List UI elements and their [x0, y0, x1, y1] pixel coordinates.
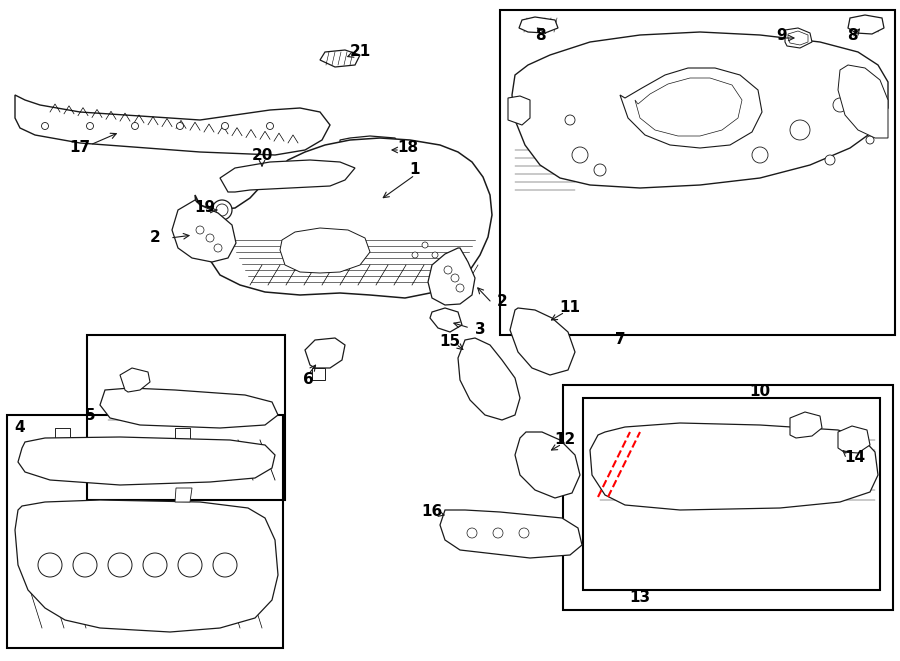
Circle shape [493, 528, 503, 538]
Circle shape [790, 120, 810, 140]
Circle shape [412, 252, 418, 258]
Polygon shape [100, 388, 278, 428]
Text: 8: 8 [535, 28, 545, 42]
Text: 16: 16 [421, 504, 443, 520]
Polygon shape [790, 412, 822, 438]
Polygon shape [280, 228, 370, 273]
Circle shape [565, 115, 575, 125]
Text: 5: 5 [85, 407, 95, 422]
Polygon shape [635, 78, 742, 136]
Polygon shape [590, 423, 878, 510]
Polygon shape [430, 308, 462, 332]
Polygon shape [440, 510, 582, 558]
Circle shape [86, 122, 94, 130]
Circle shape [73, 553, 97, 577]
Circle shape [196, 226, 204, 234]
Circle shape [833, 98, 847, 112]
Circle shape [257, 167, 273, 183]
Circle shape [266, 122, 274, 130]
Polygon shape [305, 338, 345, 368]
Circle shape [456, 284, 464, 292]
Circle shape [216, 204, 228, 216]
Polygon shape [18, 437, 275, 485]
Circle shape [467, 528, 477, 538]
Circle shape [143, 553, 167, 577]
Circle shape [572, 147, 588, 163]
Circle shape [108, 553, 132, 577]
Polygon shape [172, 200, 236, 262]
Polygon shape [175, 488, 192, 502]
Polygon shape [515, 432, 580, 498]
Polygon shape [312, 368, 325, 380]
Polygon shape [195, 138, 492, 298]
Circle shape [432, 252, 438, 258]
Text: 6: 6 [302, 373, 313, 387]
Polygon shape [620, 68, 762, 148]
Polygon shape [345, 140, 392, 158]
Polygon shape [15, 500, 278, 632]
Polygon shape [838, 426, 870, 453]
Bar [583, 398, 880, 590]
Circle shape [221, 122, 229, 130]
Circle shape [451, 274, 459, 282]
Polygon shape [220, 160, 355, 192]
Polygon shape [320, 50, 360, 67]
Text: 12: 12 [554, 432, 576, 447]
Bar [7, 415, 283, 648]
Text: 7: 7 [615, 332, 626, 348]
Polygon shape [510, 308, 575, 375]
Polygon shape [838, 65, 888, 138]
Circle shape [38, 553, 62, 577]
Circle shape [866, 136, 874, 144]
Text: 15: 15 [439, 334, 461, 350]
Polygon shape [788, 31, 808, 45]
Circle shape [178, 553, 202, 577]
Polygon shape [120, 368, 150, 392]
Circle shape [825, 155, 835, 165]
Circle shape [206, 234, 214, 242]
Circle shape [176, 122, 184, 130]
Text: 17: 17 [69, 141, 91, 155]
Text: 20: 20 [251, 147, 273, 163]
Polygon shape [512, 32, 888, 188]
Circle shape [213, 553, 237, 577]
Circle shape [444, 266, 452, 274]
Text: 8: 8 [847, 28, 858, 42]
Circle shape [41, 122, 49, 130]
Polygon shape [508, 96, 530, 125]
Text: 21: 21 [349, 44, 371, 59]
Circle shape [260, 170, 270, 180]
Polygon shape [15, 95, 330, 155]
Circle shape [214, 244, 222, 252]
Text: 1: 1 [410, 163, 420, 178]
Text: 14: 14 [844, 451, 866, 465]
Polygon shape [428, 248, 475, 305]
Bar [563, 385, 893, 610]
Polygon shape [458, 338, 520, 420]
Polygon shape [519, 17, 558, 33]
Text: 4: 4 [14, 420, 25, 436]
Text: 2: 2 [149, 231, 160, 245]
Text: 3: 3 [474, 323, 485, 338]
Text: 2: 2 [497, 295, 508, 309]
Polygon shape [848, 15, 884, 34]
Text: 11: 11 [560, 301, 580, 315]
Text: 18: 18 [398, 141, 418, 155]
Circle shape [519, 528, 529, 538]
Text: 19: 19 [194, 200, 216, 215]
Text: 10: 10 [750, 385, 770, 399]
Text: 9: 9 [777, 28, 788, 42]
Polygon shape [785, 28, 812, 48]
Bar [500, 10, 895, 335]
Circle shape [594, 164, 606, 176]
Circle shape [422, 242, 428, 248]
Bar [87, 335, 285, 500]
Text: 13: 13 [629, 590, 651, 605]
Circle shape [752, 147, 768, 163]
Circle shape [212, 200, 232, 220]
Polygon shape [340, 136, 400, 165]
Circle shape [131, 122, 139, 130]
